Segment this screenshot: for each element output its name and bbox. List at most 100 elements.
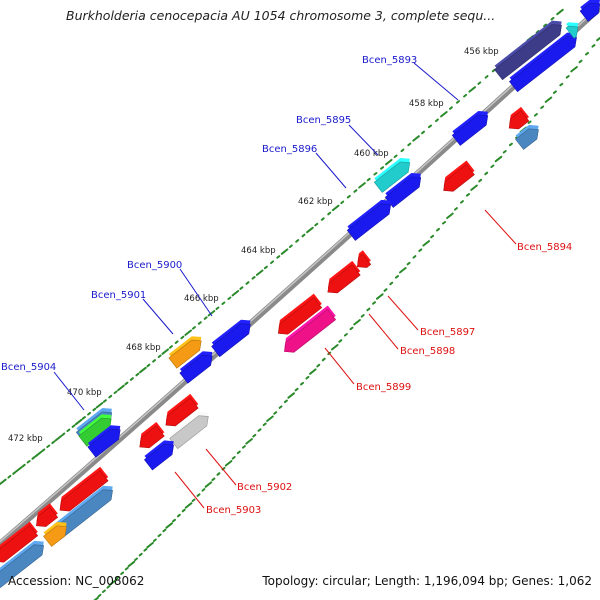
leader-line xyxy=(348,124,379,156)
scale-tick-major xyxy=(412,135,420,142)
scale-tick-minor xyxy=(430,234,435,239)
gene-blue-5893[interactable] xyxy=(450,107,493,146)
gene-steel-bottom-b[interactable] xyxy=(0,537,50,589)
gene-red-5897b[interactable] xyxy=(351,250,372,272)
scale-tick-major xyxy=(385,158,393,166)
scale-tick-major xyxy=(266,415,274,422)
scale-tick-major xyxy=(280,248,289,255)
gene-orange-bottom[interactable] xyxy=(42,518,73,547)
gene-label-bcen-5899[interactable]: Bcen_5899 xyxy=(356,382,411,393)
scale-tick-minor xyxy=(61,432,66,437)
gene-label-bcen-5900[interactable]: Bcen_5900 xyxy=(127,260,182,271)
scale-tick-minor xyxy=(477,81,482,85)
scale-tick-major xyxy=(376,293,384,300)
gene-label-bcen-5895[interactable]: Bcen_5895 xyxy=(296,115,351,126)
label-leader-lines xyxy=(53,62,517,509)
leader-line xyxy=(53,371,85,411)
gene-blue-5903[interactable] xyxy=(143,436,180,471)
scale-tick-minor xyxy=(550,16,555,21)
gene-label-bcen-5897[interactable]: Bcen_5897 xyxy=(420,327,475,338)
scale-label: 464 kbp xyxy=(241,246,276,256)
gene-blue-top-b[interactable] xyxy=(578,0,600,22)
gene-red-5897b-body xyxy=(356,253,372,268)
map-title: Burkholderia cenocepacia AU 1054 chromos… xyxy=(66,8,496,23)
gene-red-bottom-b[interactable] xyxy=(30,503,59,531)
scale-tick-minor xyxy=(294,387,299,392)
gene-orange-5901-body xyxy=(168,339,202,369)
scale-tick-major xyxy=(15,466,23,473)
gene-cyan-5895[interactable] xyxy=(372,154,415,193)
gene-red-5903a[interactable] xyxy=(134,421,166,452)
leader-line xyxy=(324,347,355,385)
scale-label: 456 kbp xyxy=(464,47,499,57)
scale-tick-minor xyxy=(2,478,7,483)
scale-tick-minor xyxy=(273,411,278,415)
gene-blue-5896[interactable] xyxy=(345,196,396,241)
scale-tick-major xyxy=(204,481,213,488)
gene-orange-5901[interactable] xyxy=(167,332,207,369)
gene-label-bcen-5894[interactable]: Bcen_5894 xyxy=(517,242,572,253)
scale-tick-major xyxy=(468,86,476,93)
gene-purple-large[interactable] xyxy=(493,16,568,81)
gene-green-5904[interactable] xyxy=(77,410,117,447)
gene-red-5894-body xyxy=(443,163,475,192)
scale-tick-minor xyxy=(435,118,439,123)
gene-magenta-5899[interactable] xyxy=(279,305,338,357)
scale-tick-major xyxy=(34,450,43,458)
gene-red-bottom-a[interactable] xyxy=(54,466,110,516)
gene-red-5903a-body xyxy=(139,425,165,449)
gene-label-bcen-5896[interactable]: Bcen_5896 xyxy=(262,144,317,155)
scale-tick-minor xyxy=(236,450,241,455)
gene-cyan-small[interactable] xyxy=(564,18,584,39)
gene-red-5897a[interactable] xyxy=(322,260,362,297)
scale-label: 468 kbp xyxy=(126,343,161,353)
scale-tick-minor xyxy=(372,301,376,305)
gene-blue-5900[interactable] xyxy=(210,315,256,358)
scale-tick-major xyxy=(544,96,553,103)
scale-tick-minor xyxy=(366,307,371,312)
gene-blue-5901b[interactable] xyxy=(178,347,218,384)
scale-tick-minor xyxy=(115,576,120,580)
scale-label: 466 kbp xyxy=(184,294,219,304)
scale-tick-major xyxy=(331,344,339,351)
scale-tick-minor xyxy=(108,394,113,399)
gene-steel-small[interactable] xyxy=(514,121,545,150)
gene-label-bcen-5901[interactable]: Bcen_5901 xyxy=(91,290,146,301)
scale-tick-minor xyxy=(301,233,306,238)
scale-label: 458 kbp xyxy=(409,99,444,109)
scale-tick-minor xyxy=(102,399,107,403)
gene-blue-5904b[interactable] xyxy=(86,421,126,458)
gene-red-5894[interactable] xyxy=(438,160,477,196)
gene-blue-top-a[interactable] xyxy=(508,28,583,93)
scale-tick-major xyxy=(139,366,147,374)
scale-tick-minor xyxy=(124,566,129,571)
gene-red-5898[interactable] xyxy=(272,293,323,339)
gene-blue-5895b[interactable] xyxy=(383,169,426,208)
scale-tick-minor xyxy=(393,154,398,158)
gene-label-bcen-5904[interactable]: Bcen_5904 xyxy=(1,362,56,373)
gene-red-5902a[interactable] xyxy=(160,393,200,430)
gene-steel-bottom-b-body xyxy=(0,544,44,589)
scale-tick-minor xyxy=(278,405,283,409)
scale-tick-minor xyxy=(320,217,325,221)
scale-tick-minor xyxy=(215,306,220,310)
gene-label-bcen-5898[interactable]: Bcen_5898 xyxy=(400,346,455,357)
gene-blue-5895b-body xyxy=(384,176,422,208)
gene-red-small-a[interactable] xyxy=(503,106,531,133)
gene-label-bcen-5902[interactable]: Bcen_5902 xyxy=(237,482,292,493)
scale-tick-minor xyxy=(300,381,304,386)
scale-tick-minor xyxy=(428,124,432,129)
gene-label-bcen-5893[interactable]: Bcen_5893 xyxy=(362,55,417,66)
scale-tick-minor xyxy=(157,533,162,538)
scale-tick-minor xyxy=(143,548,148,552)
scale-tick-minor xyxy=(346,194,351,199)
gene-red-bottom-c[interactable] xyxy=(0,521,40,567)
scale-tick-major xyxy=(146,541,154,549)
leader-line xyxy=(368,313,399,350)
scale-tick-minor xyxy=(276,255,281,259)
scale-tick-minor xyxy=(92,407,97,412)
gene-grey-5902[interactable] xyxy=(168,407,214,450)
gene-label-bcen-5903[interactable]: Bcen_5903 xyxy=(206,505,261,516)
scale-tick-minor xyxy=(176,513,181,518)
scale-tick-minor xyxy=(373,172,378,176)
